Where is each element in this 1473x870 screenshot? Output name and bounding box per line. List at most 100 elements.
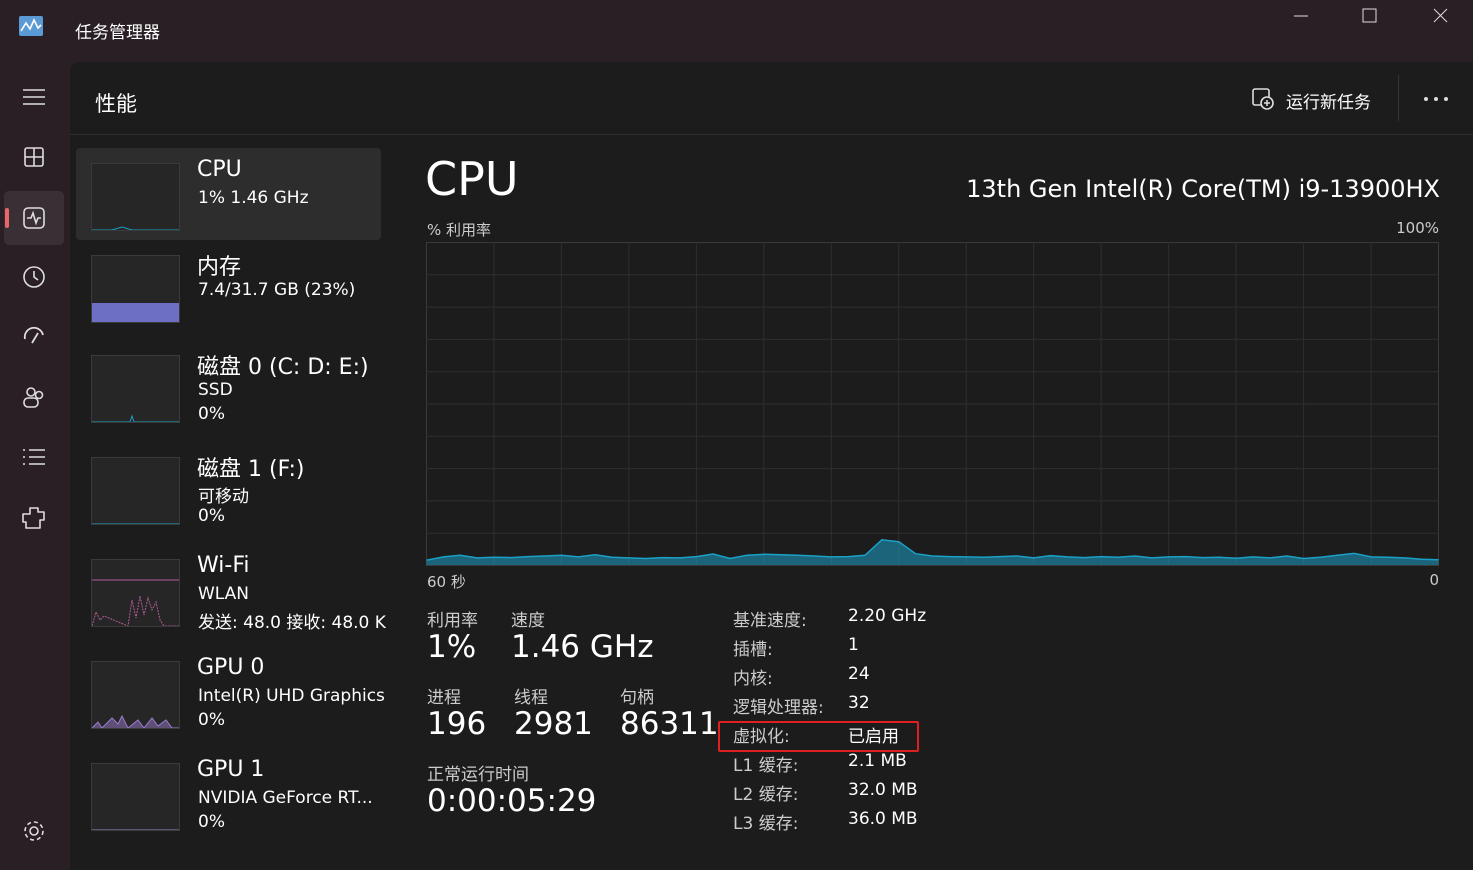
resource-thumbnail — [91, 163, 180, 231]
resource-name: 内存 — [197, 255, 242, 280]
graph-y-max-label: 100% — [1396, 219, 1439, 237]
graph-x-left-label: 60 秒 — [427, 573, 466, 591]
run-task-icon — [1252, 88, 1274, 110]
utilization-line — [426, 539, 1439, 561]
performance-nav[interactable] — [18, 202, 50, 234]
history-nav[interactable] — [18, 261, 50, 293]
cpu-graph — [426, 242, 1439, 566]
resource-thumbnail — [91, 661, 180, 729]
detail-key: 内核: — [733, 669, 773, 689]
thumbnail-graph — [92, 579, 179, 626]
detail-value: 36.0 MB — [848, 809, 918, 829]
detail-value: 32 — [848, 693, 870, 713]
startup-nav[interactable] — [18, 321, 50, 353]
resource-title: CPU — [425, 152, 519, 206]
stat-label: 进程 — [427, 688, 461, 708]
resource-detail: 发送: 48.0 接收: 48.0 K — [198, 613, 386, 633]
detail-value: 2.1 MB — [848, 751, 907, 771]
resource-detail: 0% — [198, 404, 225, 424]
detail-key: L3 缓存: — [733, 814, 799, 834]
highlight-box — [718, 721, 919, 752]
resource-item[interactable]: 磁盘 0 (C: D: E:) SSD 0% — [76, 340, 381, 432]
resource-detail: Intel(R) UHD Graphics — [198, 686, 385, 706]
resource-thumbnail — [91, 763, 180, 831]
more-button[interactable] — [1422, 92, 1450, 106]
resource-name: CPU — [197, 157, 242, 182]
resource-item[interactable]: GPU 0 Intel(R) UHD Graphics 0% — [76, 646, 385, 738]
nav-indicator — [5, 208, 9, 228]
resource-detail: 1% 1.46 GHz — [198, 188, 309, 208]
window-controls — [1294, 8, 1448, 23]
stat-label: 利用率 — [427, 611, 478, 631]
detail-key: 虚拟化: — [733, 727, 790, 747]
stat-value: 1% — [427, 629, 477, 665]
stat-value: 1.46 GHz — [511, 629, 654, 665]
resource-item[interactable]: GPU 1 NVIDIA GeForce RT... 0% — [76, 748, 381, 840]
thumbnail-graph — [92, 303, 179, 322]
stat-value: 2981 — [514, 706, 593, 742]
resource-name: 磁盘 1 (F:) — [197, 457, 305, 482]
menu-button[interactable] — [18, 81, 50, 113]
utilization-area — [426, 539, 1439, 565]
resource-thumbnail — [91, 457, 180, 525]
resource-name: GPU 0 — [197, 655, 265, 680]
stat-value: 196 — [427, 706, 487, 742]
resource-detail: WLAN — [198, 584, 250, 604]
resource-item[interactable]: Wi-Fi WLAN 发送: 48.0 接收: 48.0 K — [76, 544, 386, 636]
resource-detail: 0% — [198, 812, 225, 832]
window-title: 任务管理器 — [75, 23, 160, 43]
page-title: 性能 — [95, 92, 137, 116]
resource-thumbnail — [91, 559, 180, 627]
detail-key: L2 缓存: — [733, 785, 799, 805]
resource-name: Wi-Fi — [197, 553, 250, 578]
detail-key: 基准速度: — [733, 611, 807, 631]
stat-label: 线程 — [514, 688, 548, 708]
run-new-task-button[interactable]: 运行新任务 — [1286, 93, 1371, 113]
resource-thumbnail — [91, 355, 180, 423]
graph-y-label: % 利用率 — [427, 221, 492, 239]
stat-label: 正常运行时间 — [427, 765, 529, 785]
detail-value: 32.0 MB — [848, 780, 918, 800]
header-separator — [1398, 75, 1399, 121]
resource-item[interactable]: 内存 7.4/31.7 GB (23%) — [76, 240, 381, 332]
stat-value: 86311 — [620, 706, 719, 742]
thumbnail-graph — [92, 829, 179, 830]
detail-value: 2.20 GHz — [848, 606, 927, 626]
details-nav[interactable] — [18, 441, 50, 473]
stat-label: 速度 — [511, 611, 545, 631]
stat-label: 句柄 — [620, 688, 654, 708]
resource-detail: 0% — [198, 506, 225, 526]
resource-name: GPU 1 — [197, 757, 265, 782]
maximize-button[interactable] — [1362, 8, 1377, 23]
detail-value: 已启用 — [848, 727, 899, 747]
detail-value: 24 — [848, 664, 870, 684]
resource-item[interactable]: CPU 1% 1.46 GHz — [76, 148, 381, 240]
close-button[interactable] — [1433, 8, 1448, 23]
detail-key: 逻辑处理器: — [733, 698, 824, 718]
processes-nav[interactable] — [18, 141, 50, 173]
thumbnail-graph — [92, 414, 179, 422]
settings-nav[interactable] — [18, 815, 50, 847]
resource-item[interactable]: 磁盘 1 (F:) 可移动 0% — [76, 442, 381, 534]
cpu-model: 13th Gen Intel(R) Core(TM) i9-13900HX — [966, 175, 1440, 203]
resource-detail: SSD — [198, 380, 233, 400]
resource-thumbnail — [91, 255, 180, 323]
thumbnail-graph — [92, 226, 179, 230]
detail-key: 插槽: — [733, 640, 773, 660]
resource-name: 磁盘 0 (C: D: E:) — [197, 355, 369, 380]
detail-key: L1 缓存: — [733, 756, 799, 776]
resource-detail: 可移动 — [198, 487, 249, 507]
app-icon — [19, 16, 43, 36]
graph-x-right-label: 0 — [1429, 571, 1439, 589]
header-divider — [70, 134, 1473, 135]
users-nav[interactable] — [18, 381, 50, 413]
thumbnail-graph — [92, 523, 179, 524]
stat-value: 0:00:05:29 — [427, 783, 597, 819]
thumbnail-graph — [92, 714, 179, 728]
resource-detail: 7.4/31.7 GB (23%) — [198, 280, 356, 300]
resource-detail: NVIDIA GeForce RT... — [198, 788, 373, 808]
resource-detail: 0% — [198, 710, 225, 730]
services-nav[interactable] — [18, 502, 50, 534]
detail-value: 1 — [848, 635, 859, 655]
